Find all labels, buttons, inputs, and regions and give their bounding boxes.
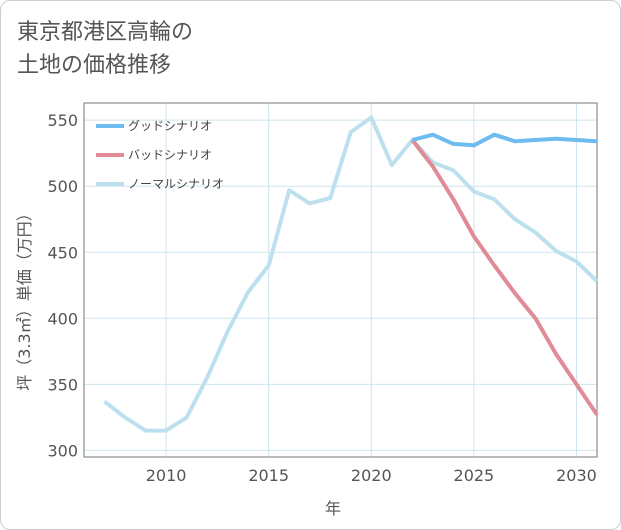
legend-label-2: バッドシナリオ (128, 148, 212, 162)
page-title: 東京都港区高輪の 土地の価格推移 (17, 16, 193, 82)
axis-ticks: 2010 2015 2020 2025 2030 300 350 400 450 500 550 (47, 111, 596, 485)
x-tick-label-2020: 2020 (351, 466, 392, 485)
x-tick-label-2030: 2030 (556, 466, 597, 485)
series-lines (103, 115, 599, 433)
y-tick-label-450: 450 (47, 243, 78, 262)
grid (84, 103, 597, 457)
series-line-3 (103, 115, 599, 433)
page-title-line2: 土地の価格推移 (17, 53, 172, 78)
series-line-2 (410, 138, 599, 416)
x-tick-label-2010: 2010 (146, 466, 187, 485)
page-title-line1: 東京都港区高輪の (17, 20, 194, 45)
y-axis-label: 坪（3.3㎡）単価（万円） (15, 205, 34, 390)
y-tick-label-500: 500 (47, 177, 78, 196)
x-tick-label-2015: 2015 (248, 466, 289, 485)
x-tick-label-2025: 2025 (454, 466, 495, 485)
x-axis-label: 年 (325, 499, 341, 518)
y-tick-label-400: 400 (47, 309, 78, 328)
y-tick-label-300: 300 (47, 441, 78, 460)
y-tick-label-550: 550 (47, 111, 78, 130)
y-tick-label-350: 350 (47, 375, 78, 394)
series-line-1 (411, 132, 598, 148)
legend-label-3: ノーマルシナリオ (128, 177, 224, 191)
legend-label-1: グッドシナリオ (128, 119, 212, 133)
